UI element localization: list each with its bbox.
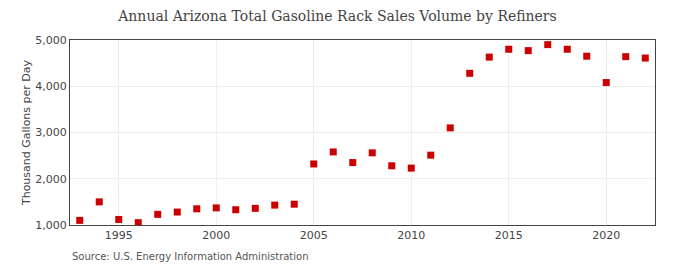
svg-text:3,000: 3,000 [35,126,67,139]
svg-text:Source: U.S. Energy Informatio: Source: U.S. Energy Information Administ… [72,251,309,262]
svg-text:5,000: 5,000 [35,34,67,47]
svg-text:2015: 2015 [495,229,523,242]
svg-text:2010: 2010 [397,229,425,242]
svg-text:Thousand Gallons per Day: Thousand Gallons per Day [20,59,33,206]
svg-text:Annual Arizona Total Gasoline: Annual Arizona Total Gasoline Rack Sales… [117,8,557,24]
svg-text:2020: 2020 [592,229,620,242]
svg-text:2005: 2005 [300,229,328,242]
svg-text:4,000: 4,000 [35,80,67,93]
svg-text:1,000: 1,000 [35,219,67,232]
svg-text:2000: 2000 [202,229,230,242]
svg-text:2,000: 2,000 [35,173,67,186]
svg-text:1995: 1995 [105,229,133,242]
